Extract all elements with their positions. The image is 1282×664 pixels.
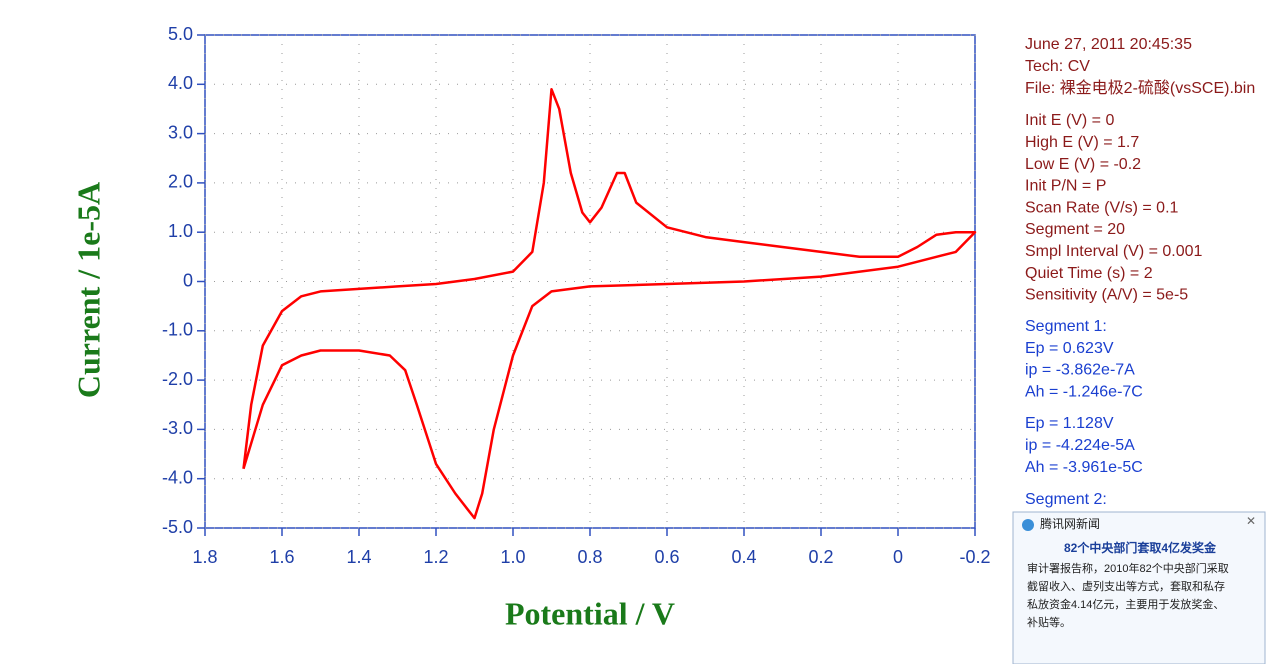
info-text: Ah = -1.246e-7C [1025,383,1143,400]
x-axis-label: Potential / V [505,595,675,631]
cv-curve [242,87,977,520]
popup-body: 私放资金4.14亿元，主要用于发放奖金、 [1027,597,1224,611]
info-text: Ep = 0.623V [1025,340,1114,357]
x-tick-label: 0 [893,547,903,567]
info-text: Segment 1: [1025,318,1107,335]
x-tick-label: 0.8 [577,547,602,567]
popup-headline[interactable]: 82个中央部门套取4亿发奖金 [1064,540,1217,555]
y-tick-label: 4.0 [168,73,193,93]
y-tick-label: 2.0 [168,172,193,192]
info-panel: June 27, 2011 20:45:35 Tech: CV File: 裸金… [1025,36,1255,97]
info-text: Segment = 20 [1025,221,1125,238]
y-tick-label: 1.0 [168,221,193,241]
y-tick-label: 5.0 [168,24,193,44]
y-tick-label: -2.0 [162,369,193,389]
info-text: Low E (V) = -0.2 [1025,156,1141,173]
x-tick-label: -0.2 [959,547,990,567]
x-tick-label: 1.8 [192,547,217,567]
info-text: Smpl Interval (V) = 0.001 [1025,243,1203,260]
info-text: ip = -3.862e-7A [1025,362,1135,379]
y-tick-label: 3.0 [168,122,193,142]
info-text: Tech: CV [1025,58,1090,75]
y-tick-label: -4.0 [162,467,193,487]
info-text: High E (V) = 1.7 [1025,134,1139,151]
popup-box [1012,511,1266,664]
y-tick-label: -1.0 [162,320,193,340]
info-text: ip = -4.224e-5A [1025,437,1135,454]
popup-icon [1022,519,1034,531]
x-tick-label: 1.4 [346,547,371,567]
popup-body: 补贴等。 [1027,615,1071,629]
x-tick-label: 1.2 [423,547,448,567]
x-tick-label: 1.6 [269,547,294,567]
close-button[interactable]: ✕ [1246,514,1256,528]
info-text: Segment 2: [1025,491,1107,508]
popup-body: 审计署报告称，2010年82个中央部门采取 [1027,561,1229,575]
info-text: Init P/N = P [1025,178,1106,195]
info-text: Ah = -3.961e-5C [1025,459,1143,476]
info-text: Quiet Time (s) = 2 [1025,265,1153,282]
popup: 腾讯网新闻 ✕ 82个中央部门套取4亿发奖金 审计署报告称，2010年82个中央… [1012,511,1266,664]
x-tick-label: 0.2 [808,547,833,567]
y-tick-label: 0 [183,270,193,290]
info-text: File: 裸金电极2-硫酸(vsSCE).bin [1025,79,1255,97]
x-tick-label: 0.6 [654,547,679,567]
x-tick-label: 1.0 [500,547,525,567]
y-tick-label: -3.0 [162,418,193,438]
info-text: June 27, 2011 20:45:35 [1025,36,1192,53]
info-text: Init E (V) = 0 [1025,112,1114,129]
y-axis-label: Current / 1e-5A [70,182,106,398]
x-tick-label: 0.4 [731,547,756,567]
popup-body: 截留收入、虚列支出等方式，套取和私存 [1027,579,1225,593]
y-tick-label: -5.0 [162,517,193,537]
info-text: Scan Rate (V/s) = 0.1 [1025,199,1179,216]
popup-title: 腾讯网新闻 [1040,516,1100,531]
info-text: Ep = 1.128V [1025,415,1114,432]
plot-frame [204,34,976,529]
info-text: Sensitivity (A/V) = 5e-5 [1025,287,1188,304]
